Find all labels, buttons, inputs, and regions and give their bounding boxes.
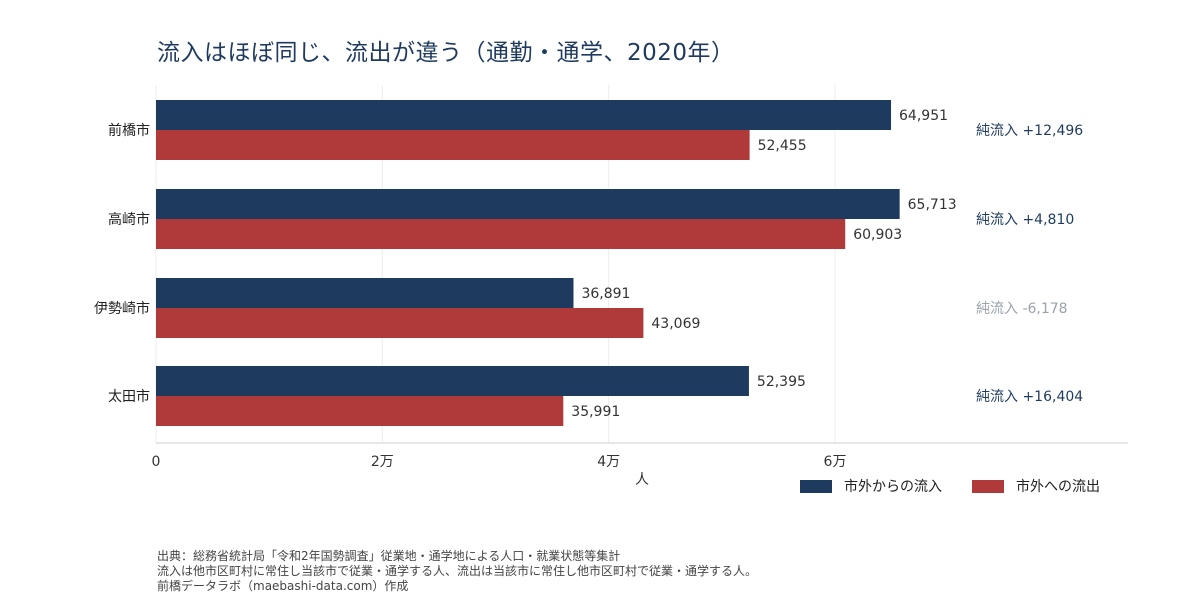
caption-line-source: 出典：総務省統計局「令和2年国勢調査」従業地・通学地による人口・就業状態等集計 <box>157 549 621 563</box>
inflow-bar-3 <box>156 366 749 396</box>
outflow-bar-1 <box>156 219 846 249</box>
legend-label-outflow: 市外への流出 <box>1016 479 1100 495</box>
outflow-bar-2 <box>156 308 644 338</box>
category-label-0: 前橋市 <box>108 122 150 139</box>
legend-swatch-outflow <box>972 479 1004 493</box>
inflow-bar-2 <box>156 278 574 308</box>
inflow-bar-1 <box>156 189 900 219</box>
legend: 市外からの流入 市外への流出 <box>800 476 1130 496</box>
outflow-value-label-3: 35,991 <box>571 404 620 420</box>
legend-item-outflow: 市外への流出 <box>972 476 1100 496</box>
outflow-bar-3 <box>156 396 564 426</box>
inflow-bar-0 <box>156 100 892 130</box>
category-label-2: 伊勢崎市 <box>94 300 150 317</box>
inflow-value-label-0: 64,951 <box>899 108 948 124</box>
inflow-value-label-1: 65,713 <box>908 197 957 213</box>
source-caption: 出典：総務省統計局「令和2年国勢調査」従業地・通学地による人口・就業状態等集計 … <box>157 549 757 594</box>
inflow-value-label-3: 52,395 <box>757 374 806 390</box>
outflow-value-label-2: 43,069 <box>651 316 700 332</box>
chart-title: 流入はほぼ同じ、流出が違う（通勤・通学、2020年） <box>157 40 735 66</box>
outflow-value-label-0: 52,455 <box>758 138 807 154</box>
x-tick-label-3: 6万 <box>824 454 847 470</box>
net-flow-label-3: 純流入 +16,404 <box>976 389 1083 405</box>
legend-item-inflow: 市外からの流入 <box>800 476 942 496</box>
caption-line-definition: 流入は他市区町村に常住し当該市で従業・通学する人、流出は当該市に常住し他市区町村… <box>157 564 758 578</box>
caption-line-credit: 前橋データラボ（maebashi-data.com）作成 <box>157 579 409 593</box>
x-axis-label: 人 <box>635 472 649 488</box>
x-tick-label-1: 2万 <box>371 454 394 470</box>
category-label-3: 太田市 <box>108 388 150 405</box>
inflow-value-label-2: 36,891 <box>581 286 630 302</box>
net-flow-label-1: 純流入 +4,810 <box>976 212 1074 228</box>
legend-label-inflow: 市外からの流入 <box>844 479 942 495</box>
legend-swatch-inflow <box>800 479 832 493</box>
outflow-bar-0 <box>156 130 750 160</box>
net-flow-label-0: 純流入 +12,496 <box>976 123 1083 139</box>
category-label-1: 高崎市 <box>108 211 150 228</box>
net-flow-label-2: 純流入 -6,178 <box>976 301 1068 317</box>
x-tick-label-0: 0 <box>152 454 161 470</box>
x-tick-label-2: 4万 <box>597 454 620 470</box>
outflow-value-label-1: 60,903 <box>853 227 902 243</box>
